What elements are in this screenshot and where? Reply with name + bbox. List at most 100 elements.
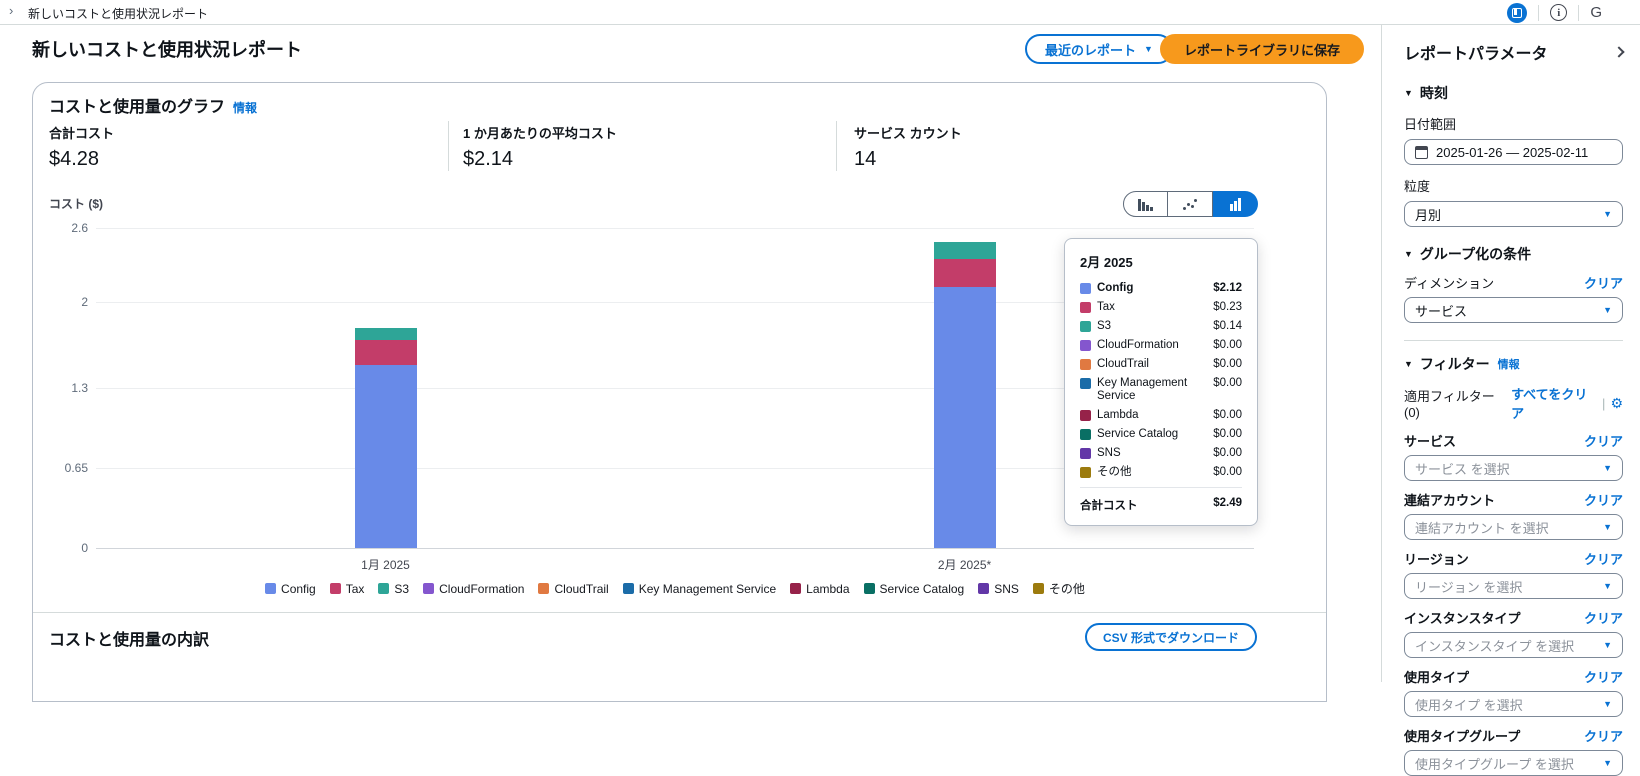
legend-item[interactable]: その他 xyxy=(1032,580,1085,597)
caret-down-icon: ▼ xyxy=(1404,359,1413,369)
info-icon[interactable]: i xyxy=(1550,4,1568,21)
chevron-down-icon: ▼ xyxy=(1603,463,1612,473)
clear-all-filters-link[interactable]: すべてをクリア xyxy=(1511,387,1588,421)
toolbar-divider xyxy=(1578,4,1580,21)
tooltip-row-label: S3 xyxy=(1097,320,1112,332)
chart-tooltip: 2月 2025 Config $2.12 Tax $0.23 S3 $0.14 CloudF… xyxy=(1064,238,1258,526)
legend-label: Config xyxy=(281,581,316,596)
calendar-icon xyxy=(1415,145,1428,159)
chevron-down-icon: ▼ xyxy=(1603,758,1612,768)
filter-select-リージョン[interactable]: リージョン を選択 ▼ xyxy=(1404,573,1623,599)
bar-segment-config[interactable] xyxy=(354,364,417,548)
bar-segment-config[interactable] xyxy=(933,287,996,548)
chevron-down-icon: ▼ xyxy=(1144,44,1153,54)
filter-select-使用タイプ[interactable]: 使用タイプ を選択 ▼ xyxy=(1404,691,1623,717)
tooltip-swatch xyxy=(1080,340,1091,351)
tooltip-total-value: $2.49 xyxy=(1213,497,1242,509)
legend-item[interactable]: S3 xyxy=(378,582,409,596)
filter-clear-link[interactable]: クリア xyxy=(1583,552,1623,567)
bar-february[interactable] xyxy=(933,241,996,548)
filter-clear-link[interactable]: クリア xyxy=(1583,729,1623,744)
filter-clear-link[interactable]: クリア xyxy=(1583,670,1623,685)
filter-select-使用タイプグループ[interactable]: 使用タイプグループ を選択 ▼ xyxy=(1404,750,1623,776)
metric-value: $2.14 xyxy=(463,148,514,170)
bar-january[interactable] xyxy=(354,327,417,548)
tooltip-row-value: $0.00 xyxy=(1213,339,1242,351)
collapse-panel-icon[interactable] xyxy=(1613,46,1625,58)
bar-segment-tax[interactable] xyxy=(933,258,996,288)
download-csv-button[interactable]: CSV 形式でダウンロード xyxy=(1084,623,1257,651)
filter-select-連結アカウント[interactable]: 連結アカウント を選択 ▼ xyxy=(1404,514,1623,540)
filter-placeholder: サービス を選択 xyxy=(1415,461,1510,477)
breadcrumb-chevron-icon[interactable]: › xyxy=(9,3,14,18)
tooltip-row: CloudFormation $0.00 xyxy=(1080,339,1242,352)
legend-item[interactable]: Tax xyxy=(329,582,364,596)
filter-label-row: リージョン クリア xyxy=(1404,549,1623,568)
granularity-select[interactable]: 月別 ▼ xyxy=(1404,201,1623,227)
stacked-bar-chart-icon[interactable] xyxy=(1213,191,1258,217)
caret-down-icon: ▼ xyxy=(1404,88,1413,98)
gear-icon[interactable]: ⚙ xyxy=(1610,394,1623,411)
info-link[interactable]: 情報 xyxy=(233,101,258,115)
tooltip-swatch xyxy=(1080,359,1091,370)
legend-item[interactable]: Lambda xyxy=(790,582,850,596)
filter-clear-link[interactable]: クリア xyxy=(1583,493,1623,508)
section-filter[interactable]: ▼ フィルター 情報 xyxy=(1404,354,1623,374)
breadcrumb[interactable]: 新しいコストと使用状況レポート xyxy=(28,7,209,21)
top-navigation-bar: › 新しいコストと使用状況レポート i G xyxy=(0,0,1640,25)
filter-select-サービス[interactable]: サービス を選択 ▼ xyxy=(1404,455,1623,481)
filter-clear-link[interactable]: クリア xyxy=(1583,611,1623,626)
dimension-select[interactable]: サービス ▼ xyxy=(1404,297,1623,323)
toolbar-divider xyxy=(1538,4,1540,21)
chevron-down-icon: ▼ xyxy=(1603,581,1612,591)
date-range-input[interactable]: 2025-01-26 — 2025-02-11 xyxy=(1404,139,1623,165)
legend-label: Service Catalog xyxy=(879,581,965,596)
filter-label-row: 使用タイプグループ クリア xyxy=(1404,726,1623,745)
bar-segment-s3[interactable] xyxy=(933,241,996,259)
tooltip-row: その他 $0.00 xyxy=(1080,466,1242,479)
breakdown-title: コストと使用量の内訳 xyxy=(49,632,210,649)
legend-swatch xyxy=(1032,583,1044,594)
panel-toggle-icon[interactable] xyxy=(1507,2,1528,23)
save-to-library-button[interactable]: レポートライブラリに保存 xyxy=(1160,34,1365,64)
legend-label: CloudTrail xyxy=(554,581,609,596)
card-title: コストと使用量のグラフ 情報 xyxy=(49,93,257,117)
legend-swatch xyxy=(538,583,550,594)
tooltip-row: Key Management Service $0.00 xyxy=(1080,377,1242,403)
bar-chart-icon[interactable] xyxy=(1123,191,1168,217)
filter-select-インスタンスタイプ[interactable]: インスタンスタイプ を選択 ▼ xyxy=(1404,632,1623,658)
section-time[interactable]: ▼ 時刻 xyxy=(1404,83,1623,103)
legend-swatch xyxy=(423,583,435,594)
tooltip-row-label: CloudFormation xyxy=(1097,339,1179,351)
legend-item[interactable]: SNS xyxy=(978,582,1019,596)
tooltip-row-label: Tax xyxy=(1097,301,1115,313)
recent-reports-button[interactable]: 最近のレポート ▼ xyxy=(1025,34,1173,64)
filter-label: 使用タイプ xyxy=(1404,670,1470,685)
filter-clear-link[interactable]: クリア xyxy=(1583,434,1623,449)
legend-item[interactable]: Config xyxy=(265,582,316,596)
caret-down-icon: ▼ xyxy=(1404,249,1413,259)
line-chart-icon[interactable] xyxy=(1168,191,1213,217)
chart-legend: Config Tax S3 CloudFormation CloudTrail Key M… xyxy=(96,580,1254,597)
legend-item[interactable]: CloudTrail xyxy=(538,581,609,596)
legend-item[interactable]: Service Catalog xyxy=(863,581,965,596)
x-tick-label: 1月 2025 xyxy=(361,558,410,572)
dimension-clear-link[interactable]: クリア xyxy=(1583,276,1623,291)
tooltip-row: Service Catalog $0.00 xyxy=(1080,428,1242,441)
tooltip-row-value: $0.00 xyxy=(1213,377,1242,389)
legend-item[interactable]: Key Management Service xyxy=(622,582,776,596)
chevron-down-icon: ▼ xyxy=(1603,699,1612,709)
tooltip-row-label: CloudTrail xyxy=(1097,358,1149,370)
bar-segment-s3[interactable] xyxy=(354,327,417,340)
globe-icon[interactable]: G xyxy=(1590,4,1602,21)
bar-segment-tax[interactable] xyxy=(354,340,417,365)
filter-label-row: サービス クリア xyxy=(1404,431,1623,450)
filter-info-link[interactable]: 情報 xyxy=(1497,359,1520,371)
legend-item[interactable]: CloudFormation xyxy=(423,582,524,596)
section-group-by-label: グループ化の条件 xyxy=(1419,246,1532,262)
metric-average-cost: 1 か月あたりの平均コスト $2.14 xyxy=(448,121,836,171)
section-group-by[interactable]: ▼ グループ化の条件 xyxy=(1404,244,1623,264)
metric-total-cost: 合計コスト $4.28 xyxy=(33,121,448,171)
sidebar-divider xyxy=(1404,340,1623,341)
tooltip-swatch xyxy=(1080,448,1091,459)
